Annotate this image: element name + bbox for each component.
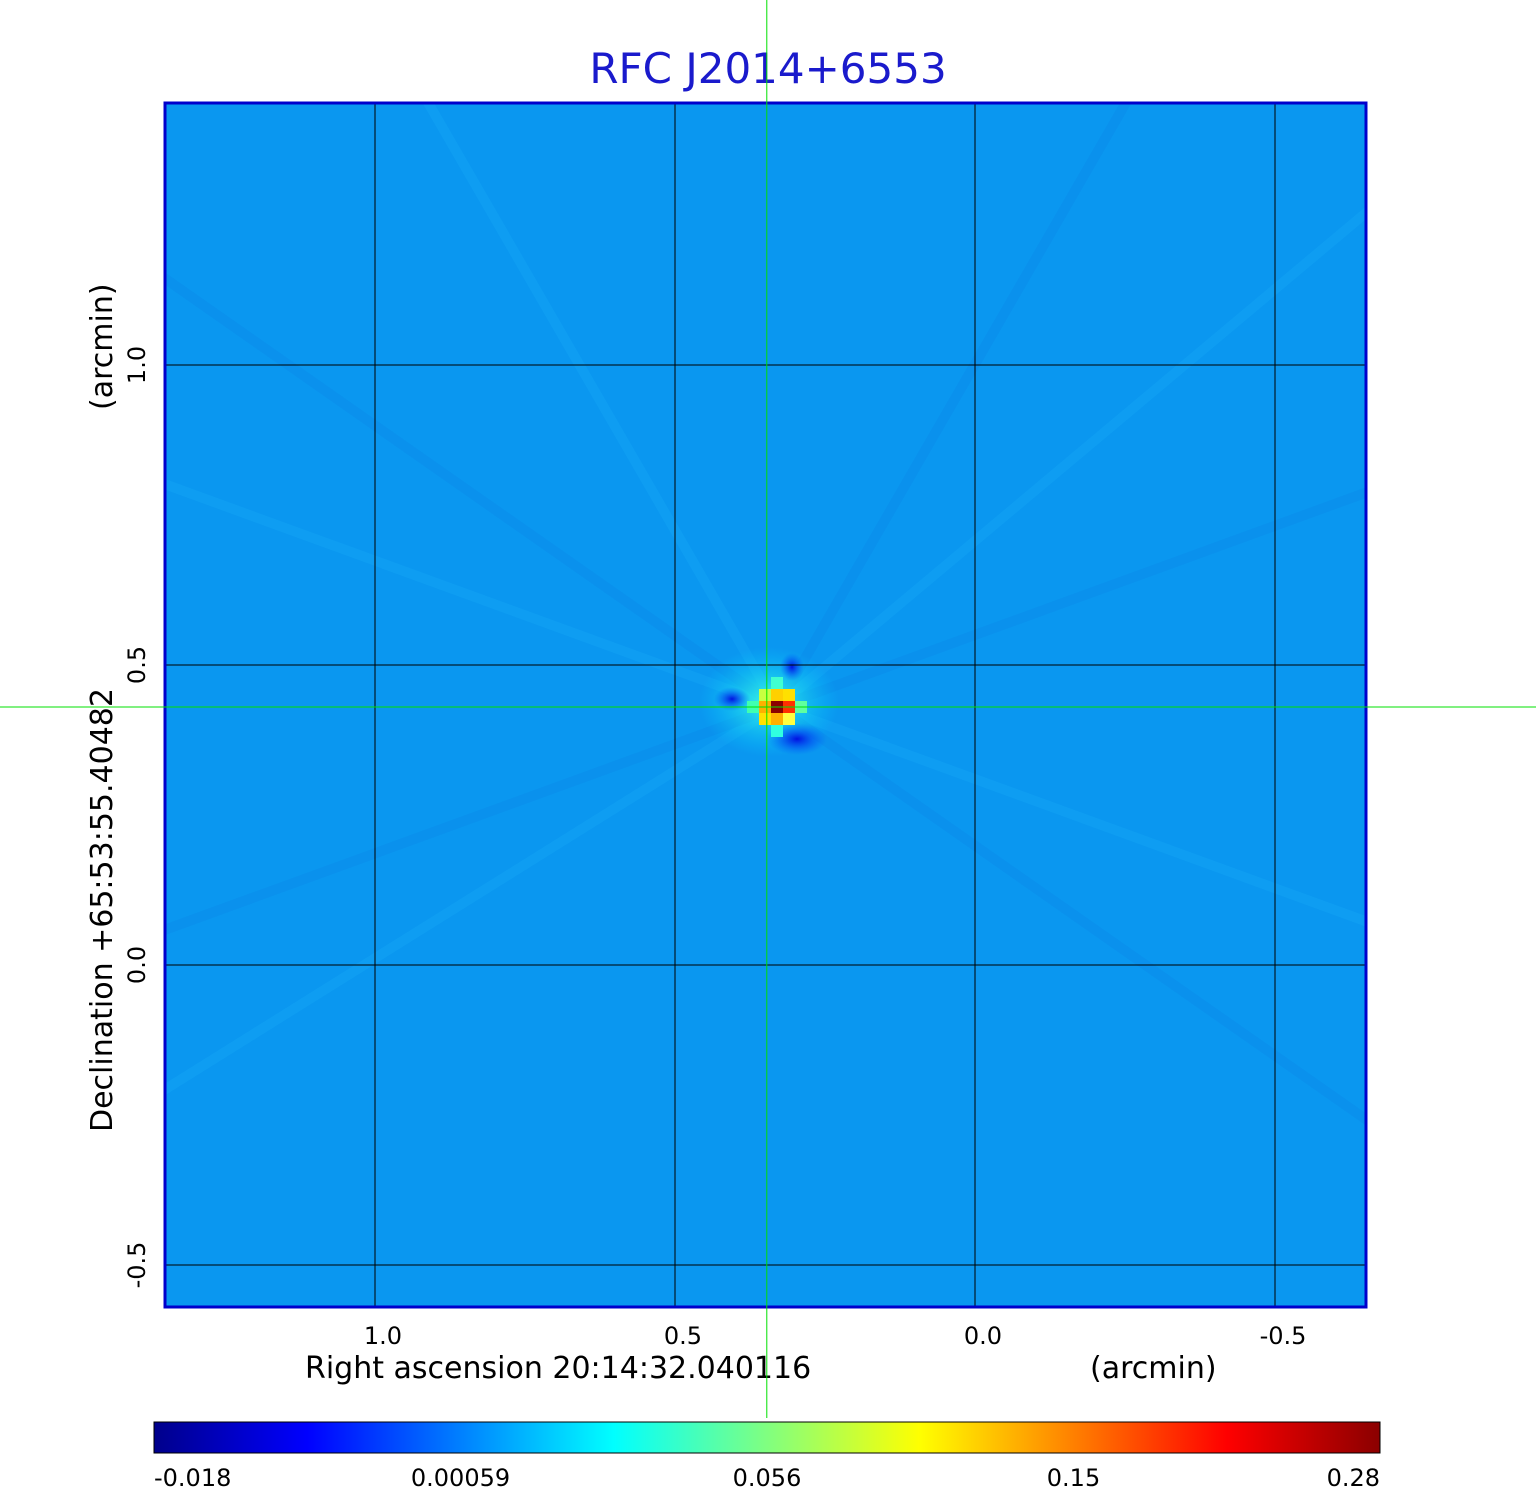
y-tick-label: 0.5 (123, 646, 151, 684)
x-tick-label: 0.5 (664, 1322, 702, 1350)
negative-sidelobe (714, 687, 750, 711)
source-pixel (771, 689, 783, 701)
artifact-streak (774, 702, 1366, 1126)
artifact-streak (165, 702, 780, 1096)
source-pixel (783, 713, 795, 725)
radio-source (699, 647, 839, 757)
colorbar-tick-labels: -0.018 0.00059 0.056 0.15 0.28 (154, 1464, 1380, 1492)
source-pixel (771, 713, 783, 725)
y-axis-unit: (arcmin) (85, 283, 120, 410)
artifact-streak (165, 272, 780, 712)
colorbar-tick-label: 0.15 (1047, 1464, 1100, 1492)
colorbar (153, 1421, 1381, 1454)
x-tick-label: -0.5 (1260, 1322, 1307, 1350)
x-tick-label: 0.0 (964, 1322, 1002, 1350)
artifact-streak (422, 103, 782, 710)
crosshair (0, 0, 1536, 1418)
source-pixel (759, 713, 771, 725)
colorbar-tick-label: 0.28 (1327, 1464, 1380, 1492)
x-axis-unit: (arcmin) (1090, 1351, 1217, 1386)
y-tick-label: 1.0 (123, 346, 151, 384)
colorbar-tick-label: -0.018 (154, 1464, 231, 1492)
y-tick-label: -0.5 (123, 1242, 151, 1289)
image-artifacts (0, 0, 1536, 1395)
x-axis-label: Right ascension 20:14:32.040116 (305, 1351, 811, 1386)
artifact-streak (165, 702, 779, 936)
artifact-streak (773, 206, 1366, 711)
artifact-streak (772, 103, 1132, 710)
grid-lines (165, 103, 1366, 1307)
source-pixel (759, 689, 771, 701)
y-tick-labels: 1.0 0.5 0.0 -0.5 (123, 346, 151, 1289)
x-tick-label: 1.0 (364, 1322, 402, 1350)
artifact-streak (165, 478, 779, 712)
source-pixel (771, 677, 783, 689)
source-pixel (783, 689, 795, 701)
y-axis-label: Declination +65:53:55.40482 (85, 688, 120, 1132)
artifact-streak (775, 702, 1366, 927)
colorbar-tick-label: 0.00059 (411, 1464, 510, 1492)
negative-sidelobe (780, 653, 804, 681)
source-pixel (771, 725, 783, 737)
image-frame (163, 101, 1368, 1309)
artifact-streak (775, 487, 1366, 712)
chart-title: RFC J2014+6553 (589, 44, 947, 93)
y-tick-label: 0.0 (123, 946, 151, 984)
x-tick-labels: 1.0 0.5 0.0 -0.5 (364, 1322, 1307, 1350)
colorbar-tick-label: 0.056 (733, 1464, 802, 1492)
